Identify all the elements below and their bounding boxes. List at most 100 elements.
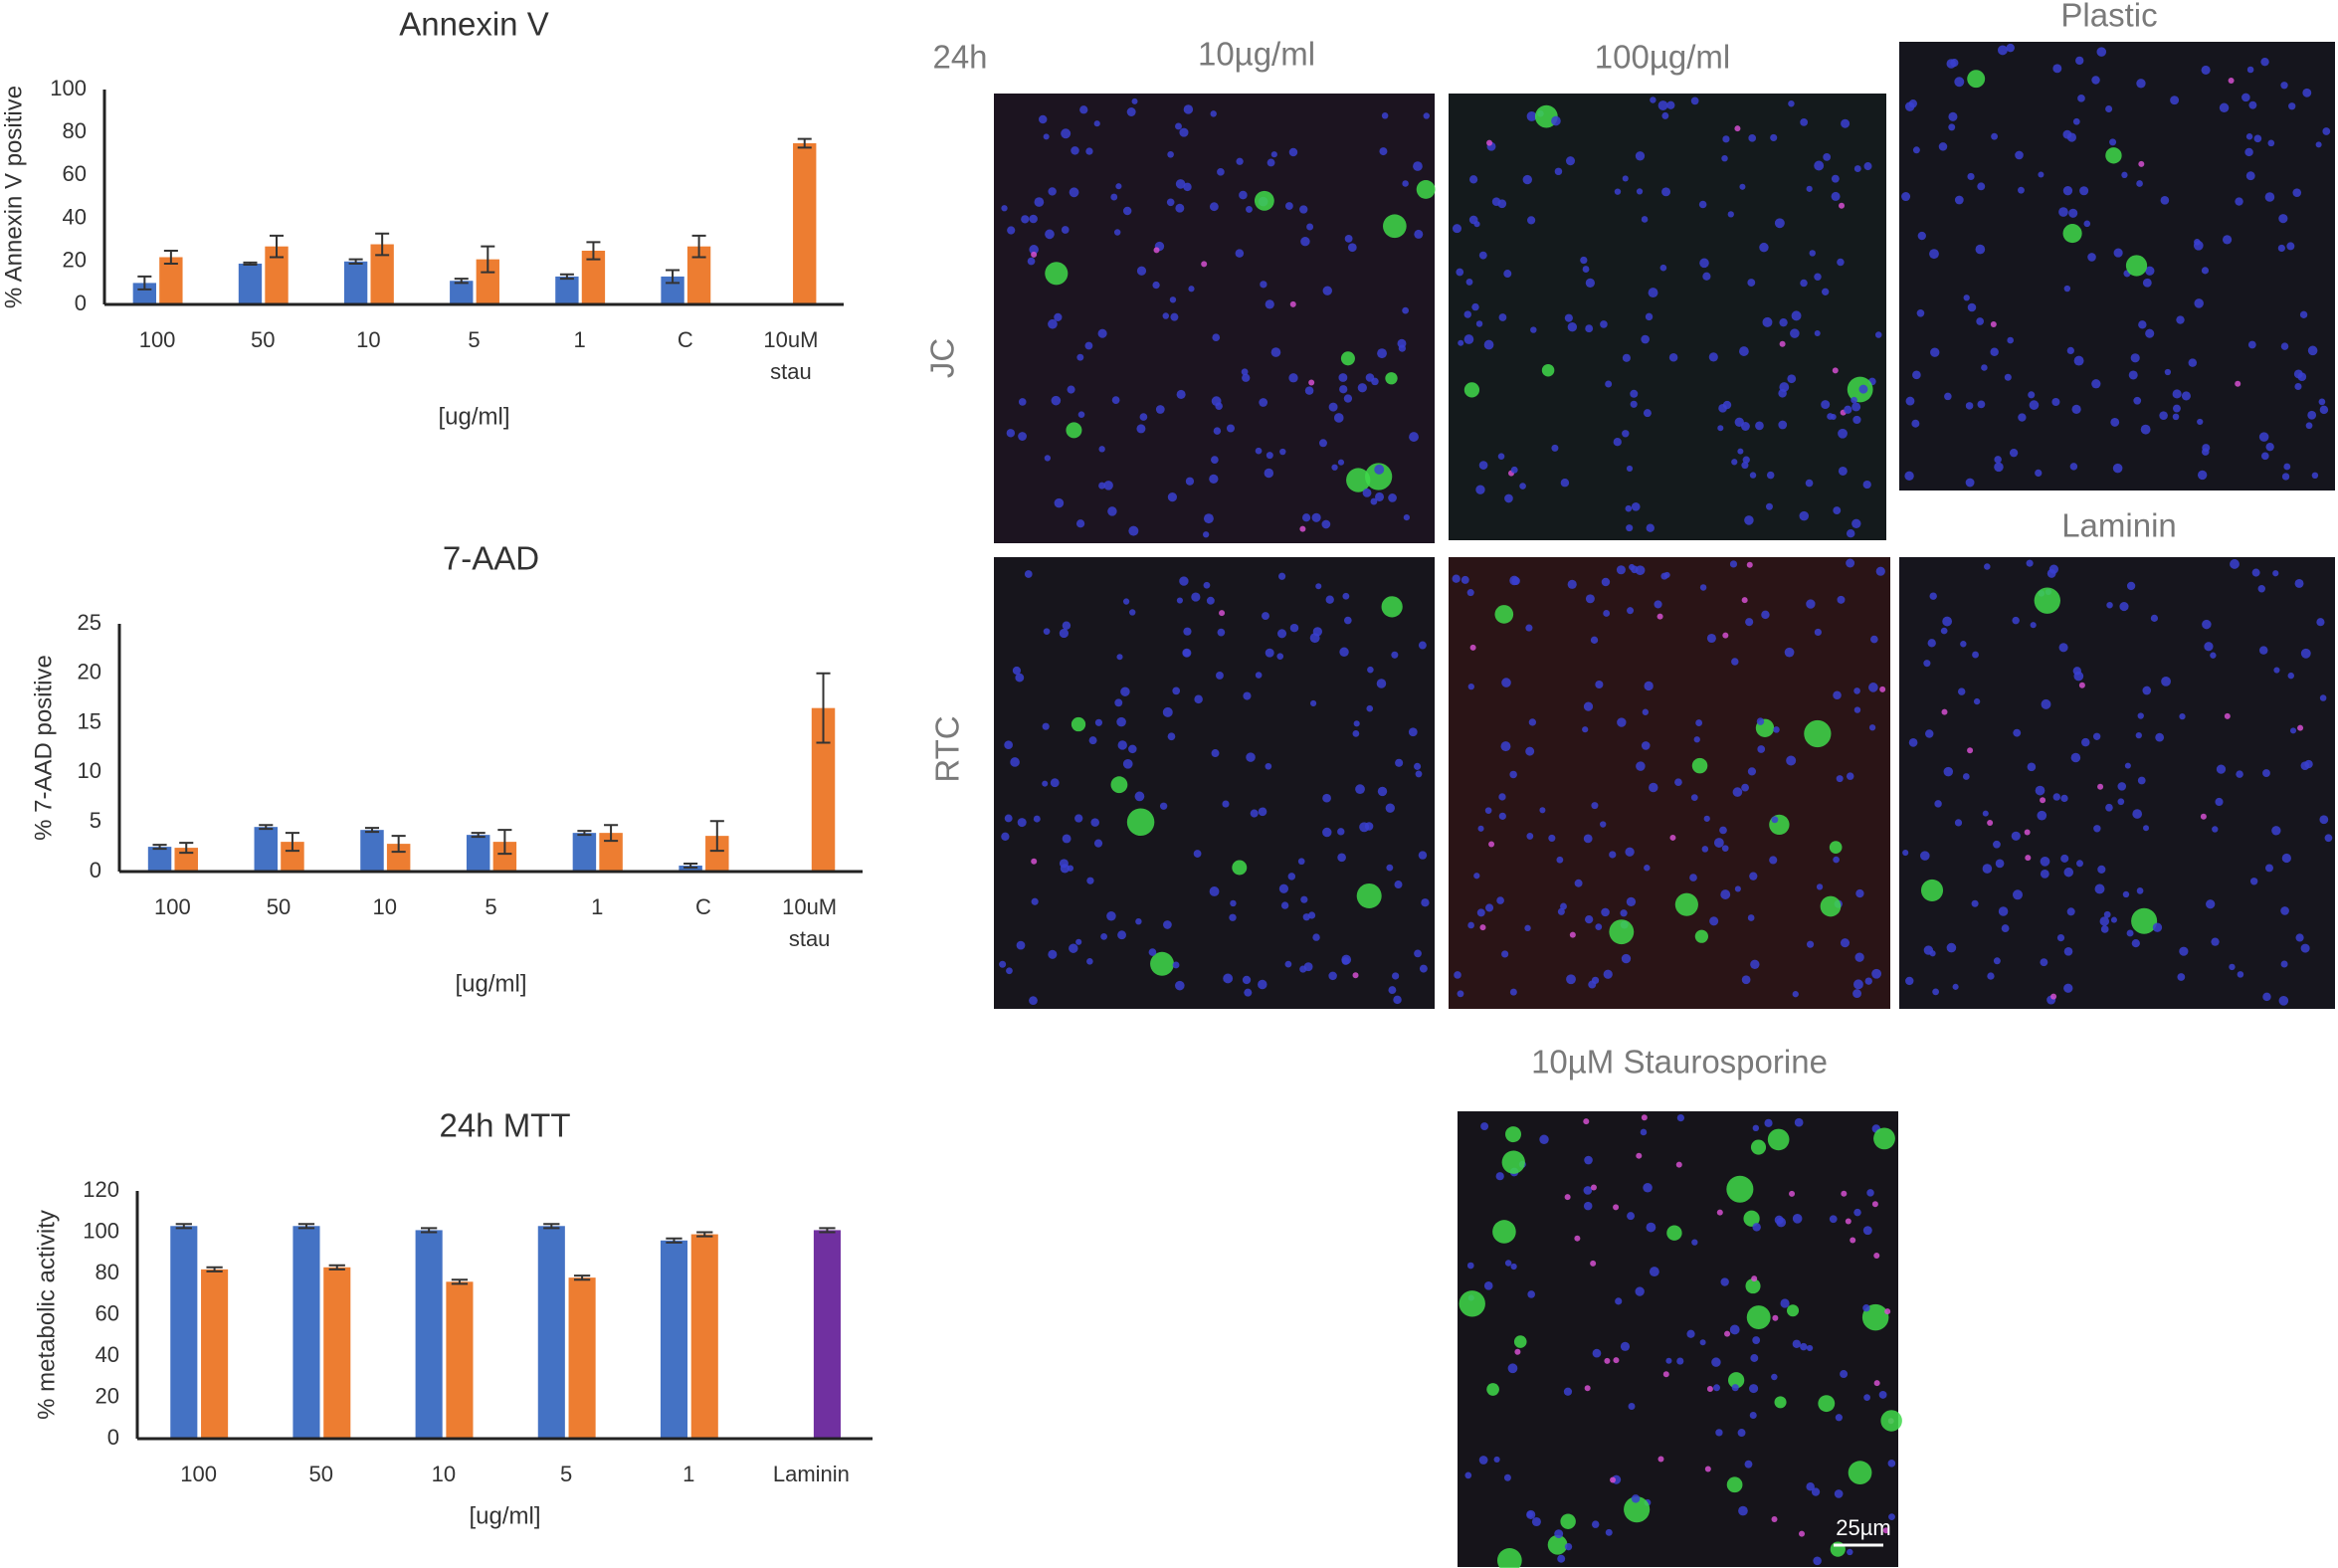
x-tick-label-box: 10 (432, 1462, 456, 1486)
cell (1588, 980, 1597, 989)
cell (1904, 101, 1915, 111)
cell (1297, 858, 1305, 866)
cell (1927, 639, 1936, 648)
cell (2197, 418, 2204, 426)
cell (1163, 920, 1172, 929)
cell (2106, 601, 2113, 609)
cell (2179, 946, 2189, 956)
cell (1054, 497, 1065, 508)
cell (1258, 979, 1267, 990)
cell (1408, 727, 1418, 737)
cell (1262, 612, 1269, 621)
cell (1006, 967, 1013, 975)
error-bar (604, 824, 619, 843)
cell (1179, 576, 1189, 586)
x-tick-label: 1 (591, 894, 604, 919)
cell (1500, 741, 1511, 752)
cell (1321, 519, 1331, 529)
cell (2300, 943, 2310, 953)
cell (2040, 958, 2048, 967)
cell (2117, 782, 2127, 791)
cell (2280, 906, 2289, 915)
bar (793, 143, 817, 304)
cell (1582, 726, 1589, 733)
row-label: JC (924, 338, 961, 378)
cell (1932, 988, 1940, 996)
cell (1183, 104, 1194, 114)
cell (2278, 214, 2288, 224)
cell (1984, 563, 1991, 570)
bar (254, 827, 279, 872)
x-tick-label-box: 5 (560, 1462, 572, 1486)
cell (1722, 632, 1729, 639)
cell (2210, 652, 2217, 659)
cell (1106, 910, 1116, 921)
cell (2105, 147, 2122, 164)
cell (1731, 658, 1739, 666)
cell (1547, 1534, 1568, 1555)
cell (1920, 851, 1930, 861)
cell (1993, 957, 2001, 965)
cell (1738, 1505, 1748, 1516)
column-label: 100µg/ml (1595, 39, 1730, 76)
cell (1209, 886, 1220, 896)
cell (1747, 279, 1756, 287)
micrograph-background (994, 94, 1435, 543)
cell (1029, 214, 1038, 224)
cell (2280, 82, 2288, 90)
cell (1630, 400, 1638, 408)
cell (1870, 635, 1878, 644)
cell (2280, 960, 2288, 968)
cell (1717, 425, 1724, 432)
cell (1853, 165, 1861, 172)
cell (1322, 793, 1331, 803)
cell (1337, 459, 1345, 466)
cell (2194, 298, 2204, 308)
cell (1239, 190, 1248, 200)
bar (599, 833, 623, 872)
cell (1048, 187, 1057, 196)
y-axis-title: % metabolic activity (33, 1210, 60, 1420)
cell (2038, 171, 2045, 178)
cell (1496, 1548, 1522, 1568)
cell (2058, 207, 2068, 217)
bar (466, 835, 490, 872)
cell (1486, 1383, 1499, 1396)
cell (1015, 673, 1025, 683)
cell (1509, 770, 1517, 779)
bar (360, 830, 384, 872)
cell (1617, 717, 1627, 727)
x-tick-label-box: 10 (356, 327, 380, 352)
cell (1912, 146, 1920, 154)
time-label: 24h (932, 39, 987, 76)
cell (1175, 203, 1185, 213)
cell (1726, 1476, 1743, 1493)
cell (1942, 616, 1953, 627)
cell (1691, 1239, 1698, 1246)
cell (1805, 479, 1814, 488)
y-axis-title: % 7-AAD positive (30, 655, 57, 841)
cell (2126, 929, 2134, 937)
cell (1666, 1225, 1682, 1241)
error-bar (481, 245, 495, 274)
cell (1987, 972, 1995, 980)
cell (1062, 621, 1072, 630)
cell (1341, 954, 1352, 965)
cell (1242, 373, 1251, 382)
cell (1965, 402, 1974, 410)
cell (1592, 1348, 1602, 1358)
cell (1306, 223, 1314, 231)
micrograph (1449, 94, 1886, 540)
bar (343, 261, 368, 304)
cell (1094, 718, 1103, 726)
error-bar (559, 273, 574, 281)
cell (1567, 322, 1578, 332)
bar (568, 1277, 596, 1439)
cell (1779, 340, 1786, 347)
cell (1590, 1260, 1597, 1267)
cell (1107, 506, 1117, 516)
cell (1367, 666, 1374, 674)
cell (1061, 226, 1070, 234)
cell (1943, 766, 1954, 777)
cell (2024, 829, 2031, 836)
